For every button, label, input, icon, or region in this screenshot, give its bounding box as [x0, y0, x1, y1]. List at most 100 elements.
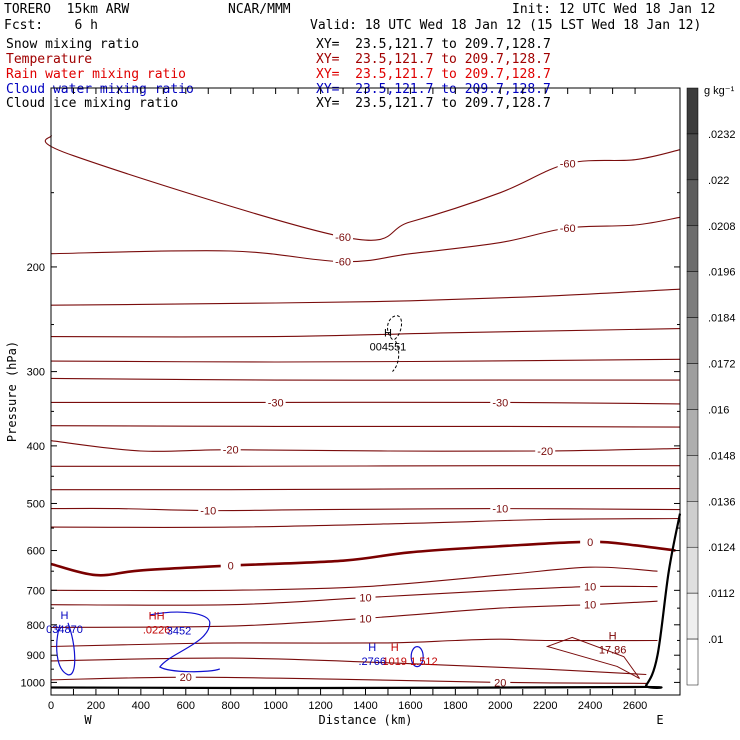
colorbar-segment	[686, 455, 699, 502]
y-tick-label: 900	[27, 650, 45, 662]
colorbar-segment	[686, 546, 699, 594]
temperature-contour	[50, 358, 681, 363]
field-label-snow: Snow mixing ratio	[6, 37, 140, 52]
y-tick-label: 500	[27, 498, 45, 510]
center-title: NCAR/MMM	[228, 2, 291, 17]
colorbar-segment	[686, 363, 699, 410]
temperature-contour	[51, 401, 681, 405]
contour-label-bg	[580, 598, 601, 611]
forecast-hour: Fcst: 6 h	[4, 18, 98, 33]
colorbar-label: .0136	[708, 496, 736, 508]
contour-label-bg	[265, 396, 286, 409]
field-label-cloud-ice: Cloud ice mixing ratio	[6, 96, 179, 111]
colorbar-segment	[686, 87, 699, 135]
field-label-cloud-water: Cloud water mixing ratio	[6, 82, 194, 97]
extremum-value: 1019	[382, 656, 406, 668]
colorbar-segment	[686, 179, 699, 227]
extremum-value: 004551	[370, 341, 407, 353]
contour-label-bg	[333, 230, 354, 243]
x-tick-label: 800	[222, 700, 240, 712]
y-axis-label: Pressure (hPa)	[5, 341, 19, 442]
y-tick-label: 1000	[21, 677, 45, 689]
contour-label: 10	[359, 593, 371, 605]
contour-label: 10	[584, 582, 596, 594]
field-label-rain: Rain water mixing ratio	[6, 67, 187, 82]
temperature-contour-closed	[545, 636, 640, 679]
contour-label: 20	[494, 677, 506, 689]
extremum-value: .0226	[143, 625, 171, 637]
y-tick-label: 200	[27, 262, 45, 274]
x-tick-label: 2600	[623, 700, 647, 712]
field-label-temperature: Temperature	[6, 52, 93, 67]
contour-label-bg	[355, 591, 376, 604]
extremum-value: .2766	[358, 656, 386, 668]
x-axis-label: Distance (km)	[319, 713, 413, 727]
contour-label-bg	[557, 221, 578, 234]
temperature-contour	[50, 425, 681, 428]
y-tick-label: 400	[27, 441, 45, 453]
extremum-value: 3452	[167, 626, 191, 638]
contour-label-bg	[355, 612, 376, 625]
extremum-symbol: HH	[149, 611, 165, 623]
temperature-contour	[50, 517, 681, 528]
x-tick-label: 0	[48, 700, 54, 712]
temperature-contour	[50, 585, 658, 606]
contour-label-bg	[580, 535, 601, 548]
temperature-contour	[50, 566, 658, 592]
colorbar-segment	[686, 133, 699, 181]
contour-label: -20	[223, 445, 239, 457]
x-tick-label: 1800	[443, 700, 467, 712]
cloud-ice-contour	[387, 315, 402, 372]
colorbar-label: .016	[708, 404, 729, 416]
endpoint-east: E	[656, 713, 663, 727]
contour-label: 20	[180, 672, 192, 684]
x-tick-label: 1200	[308, 700, 332, 712]
extremum-value: 1.512	[410, 656, 438, 668]
field-xy-cloud-water: XY= 23.5,121.7 to 209.7,128.7	[316, 82, 551, 97]
terrain-line	[50, 513, 682, 690]
colorbar-segment	[686, 317, 699, 364]
colorbar-label: .022	[708, 175, 729, 187]
init-time: Init: 12 UTC Wed 18 Jan 12	[512, 2, 716, 17]
temperature-contour	[50, 216, 681, 263]
temperature-contour	[50, 465, 681, 467]
y-tick-label: 700	[27, 585, 45, 597]
contour-label-bg	[220, 559, 241, 572]
extremum-symbol: H	[368, 642, 376, 654]
x-tick-label: 600	[177, 700, 195, 712]
colorbar-segment	[686, 225, 699, 272]
colorbar-label: .0232	[708, 129, 736, 141]
cloud-water-contour	[56, 622, 76, 676]
contour-label: -60	[335, 257, 351, 269]
colorbar-segment	[686, 638, 699, 686]
contour-label: 10	[359, 613, 371, 625]
x-tick-label: 1000	[263, 700, 287, 712]
x-tick-label: 2200	[533, 700, 557, 712]
y-tick-label: 300	[27, 367, 45, 379]
extremum-symbol: H	[384, 327, 392, 339]
extremum-value: 034870	[46, 624, 83, 636]
temperature-contour	[44, 134, 681, 241]
contour-label: -60	[560, 159, 576, 171]
extremum-symbol: H	[609, 630, 617, 642]
contour-label: 0	[228, 561, 234, 573]
colorbar-label: .0184	[708, 313, 736, 325]
temperature-contour	[50, 440, 681, 452]
contour-label: -10	[492, 504, 508, 516]
extremum-symbol: H	[391, 642, 399, 654]
field-xy-temperature: XY= 23.5,121.7 to 209.7,128.7	[316, 52, 551, 67]
contour-label: -20	[537, 446, 553, 458]
contour-label: 10	[584, 600, 596, 612]
colorbar-segment	[686, 592, 699, 640]
colorbar-segment	[686, 409, 699, 456]
endpoint-west: W	[84, 713, 92, 727]
x-tick-label: 400	[132, 700, 150, 712]
model-title: TORERO 15km ARW	[4, 2, 130, 17]
colorbar-label: .0172	[708, 359, 736, 371]
temperature-contour	[50, 507, 681, 512]
x-tick-label: 2000	[488, 700, 512, 712]
contour-label-bg	[220, 443, 241, 456]
colorbar-label: .01	[708, 634, 723, 646]
contour-label-bg	[198, 504, 219, 517]
